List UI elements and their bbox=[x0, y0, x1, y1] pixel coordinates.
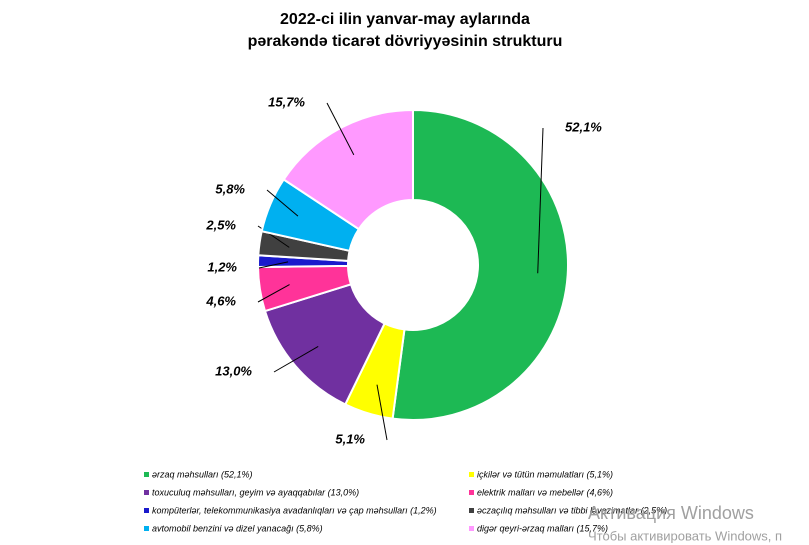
watermark-title: Активация Windows bbox=[588, 503, 754, 523]
legend-swatch bbox=[144, 526, 149, 531]
legend-label: avtomobil benzini və dizel yanacağı (5,8… bbox=[152, 523, 323, 533]
legend-label: içkilər və tütün məmulatları (5,1%) bbox=[477, 469, 613, 479]
legend-label: toxuculuq məhsulları, geyim və ayaqqabıl… bbox=[152, 487, 359, 497]
value-label: 5,8% bbox=[215, 181, 245, 196]
legend-swatch bbox=[469, 526, 474, 531]
legend-label: digər qeyri-ərzaq malları (15,7%) bbox=[477, 523, 608, 533]
legend-label: ərzaq məhsulları (52,1%) bbox=[152, 469, 253, 479]
legend-swatch bbox=[469, 472, 474, 477]
leader-line bbox=[537, 127, 544, 274]
leader-line bbox=[258, 261, 289, 269]
legend-swatch bbox=[469, 508, 474, 513]
chart-title: 2022-ci ilin yanvar-may aylarında bbox=[280, 11, 530, 28]
value-label: 15,7% bbox=[268, 94, 305, 109]
leader-line bbox=[273, 346, 319, 373]
legend-label: elektrik malları və mebellər (4,6%) bbox=[477, 487, 613, 497]
value-label: 52,1% bbox=[565, 119, 602, 134]
value-label: 5,1% bbox=[335, 431, 365, 446]
slice bbox=[282, 108, 414, 231]
leader-line bbox=[266, 189, 299, 217]
slice bbox=[391, 108, 569, 421]
chart-title: pərakəndə ticarət dövriyyəsinin struktur… bbox=[248, 33, 563, 50]
legend-swatch bbox=[469, 490, 474, 495]
value-label: 4,6% bbox=[205, 293, 236, 308]
legend-swatch bbox=[144, 490, 149, 495]
watermark-text: Чтобы активировать Windows, п bbox=[588, 528, 782, 543]
legend-label: kompüterlər, telekommunikasiya avadanlıq… bbox=[152, 505, 437, 515]
legend-swatch bbox=[144, 508, 149, 513]
leader-line bbox=[326, 102, 355, 156]
slice bbox=[263, 283, 386, 406]
legend-label: əczaçılıq məhsulları və tibbi ləvazimatl… bbox=[477, 505, 667, 515]
value-label: 1,2% bbox=[207, 259, 237, 274]
value-label: 2,5% bbox=[205, 217, 236, 232]
leader-line bbox=[376, 384, 388, 441]
value-label: 13,0% bbox=[215, 363, 252, 378]
legend-swatch bbox=[144, 472, 149, 477]
leader-line bbox=[257, 284, 290, 303]
